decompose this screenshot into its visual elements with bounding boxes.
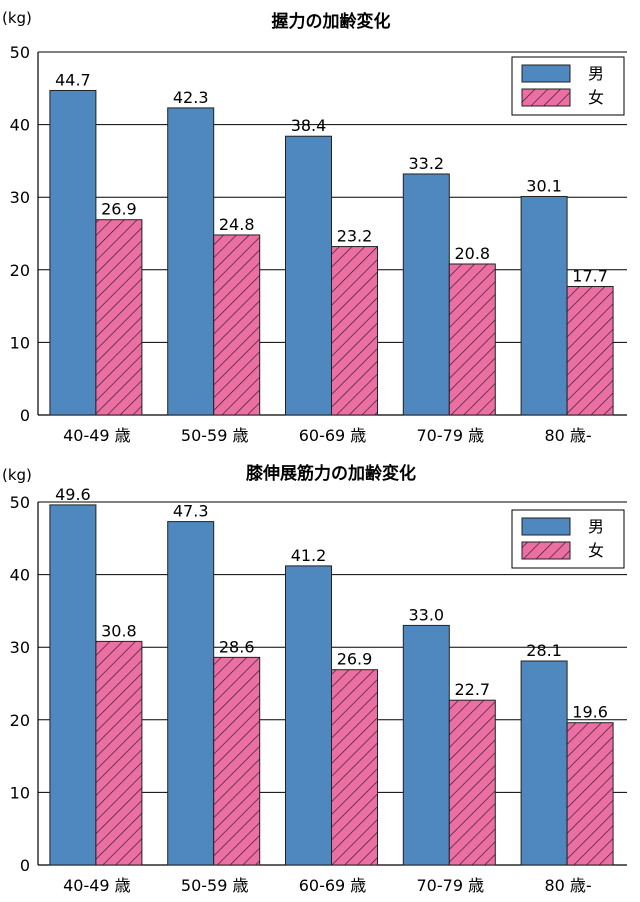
- knee-extension-chart: 膝伸展筋力の加齢変化 (kg) 0 10 20 30 40 50 49.6 30.8 40-49…: [2, 463, 627, 895]
- bar-female: [213, 656, 261, 866]
- bar-female: [448, 263, 496, 416]
- data-label: 49.6: [55, 485, 91, 504]
- data-label: 44.7: [55, 70, 91, 89]
- y-tick-label: 20: [10, 261, 30, 280]
- bar-male: [520, 660, 568, 866]
- y-tick-label: 50: [10, 493, 30, 512]
- data-label: 33.0: [408, 605, 444, 624]
- data-label: 23.2: [337, 227, 373, 246]
- category-label: 70-79 歳: [417, 426, 485, 445]
- data-label: 26.9: [101, 200, 137, 219]
- legend-label: 女: [588, 88, 604, 107]
- y-tick-label: 20: [10, 711, 30, 730]
- chart-1-unit-label: (kg): [2, 9, 32, 27]
- bar-female: [331, 246, 378, 416]
- bar-female: [566, 722, 614, 866]
- category-label: 40-49 歳: [63, 876, 131, 895]
- legend-swatch-male: [521, 64, 571, 83]
- category-label: 40-49 歳: [63, 426, 131, 445]
- bar-male: [49, 89, 97, 416]
- bar-female: [331, 669, 378, 866]
- data-label: 20.8: [454, 244, 490, 263]
- data-label: 42.3: [173, 88, 209, 107]
- category-label: 60-69 歳: [299, 876, 367, 895]
- category-label: 50-59 歳: [181, 426, 249, 445]
- grip-strength-chart: 握力の加齢変化 (kg) 0 10 20 30 40 50 44.7 26.9 40-49 歳 4…: [2, 9, 627, 445]
- data-label: 33.2: [408, 154, 444, 173]
- bar-female: [95, 219, 143, 416]
- y-tick-label: 50: [10, 43, 30, 62]
- legend-label: 男: [588, 64, 604, 83]
- chart-2-title: 膝伸展筋力の加齢変化: [246, 463, 416, 484]
- legend: 男女: [511, 56, 625, 116]
- data-label: 30.1: [526, 176, 562, 195]
- data-label: 38.4: [291, 116, 327, 135]
- chart-2-unit-label: (kg): [2, 466, 32, 484]
- data-label: 24.8: [219, 215, 255, 234]
- legend-label: 男: [588, 517, 604, 536]
- data-label: 26.9: [337, 650, 373, 669]
- data-label: 30.8: [101, 621, 137, 640]
- bar-female: [566, 285, 614, 416]
- bar-male: [167, 521, 215, 866]
- bar-male: [285, 135, 332, 416]
- data-label: 17.7: [572, 266, 608, 285]
- bar-male: [285, 565, 332, 866]
- legend-swatch-female: [521, 541, 571, 560]
- bar-male: [49, 504, 97, 866]
- category-label: 80 歳-: [544, 876, 591, 895]
- legend-label: 女: [588, 541, 604, 560]
- bar-male: [402, 173, 450, 416]
- category-label: 70-79 歳: [417, 876, 485, 895]
- chart-1-title: 握力の加齢変化: [272, 11, 391, 32]
- legend: 男女: [511, 509, 625, 569]
- y-tick-label: 0: [20, 856, 30, 875]
- y-tick-label: 30: [10, 188, 30, 207]
- y-tick-label: 30: [10, 638, 30, 657]
- bar-female: [213, 234, 261, 416]
- chart-2-plot: 0 10 20 30 40 50 49.6 30.8 40-49 歳 47.3 28.6 50-59 …: [10, 485, 627, 895]
- data-label: 22.7: [454, 680, 490, 699]
- bar-female: [448, 699, 496, 866]
- bar-male: [402, 624, 450, 866]
- chart-1-plot: 0 10 20 30 40 50 44.7 26.9 40-49 歳 42.3 24.8 50-59 …: [10, 43, 627, 445]
- legend-swatch-female: [521, 88, 571, 107]
- category-label: 50-59 歳: [181, 876, 249, 895]
- data-label: 28.1: [526, 641, 562, 660]
- bar-male: [520, 195, 568, 416]
- bar-female: [95, 640, 143, 866]
- bar-male: [167, 107, 215, 416]
- data-label: 19.6: [572, 703, 608, 722]
- category-label: 80 歳-: [544, 426, 591, 445]
- y-tick-label: 10: [10, 333, 30, 352]
- data-label: 47.3: [173, 502, 209, 521]
- data-label: 41.2: [291, 546, 327, 565]
- y-tick-label: 40: [10, 116, 30, 135]
- y-tick-label: 40: [10, 566, 30, 585]
- data-label: 28.6: [219, 637, 255, 656]
- legend-swatch-male: [521, 517, 571, 536]
- y-tick-label: 0: [20, 406, 30, 425]
- y-tick-label: 10: [10, 783, 30, 802]
- category-label: 60-69 歳: [299, 426, 367, 445]
